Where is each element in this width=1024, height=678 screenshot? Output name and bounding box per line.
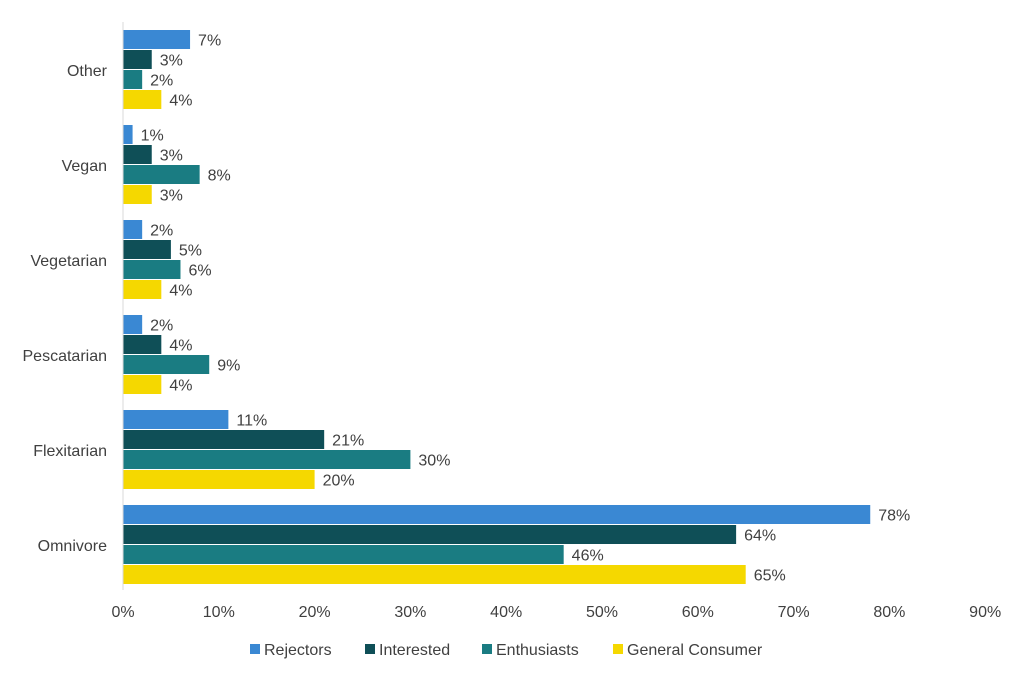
bar-vegan-interested (123, 145, 152, 164)
data-label: 21% (332, 433, 364, 450)
data-label: 7% (198, 33, 221, 50)
bars-layer (123, 30, 871, 584)
bar-flexitarian-rejectors (123, 410, 229, 429)
legend-label-rejectors: Rejectors (264, 642, 332, 659)
x-tick-label: 50% (586, 604, 618, 621)
category-label-vegan: Vegan (62, 158, 107, 175)
data-label: 11% (236, 413, 267, 430)
bar-omnivore-interested (123, 525, 737, 544)
category-labels-layer: Other Vegan Vegetarian Pescatarian Flexitari… (23, 63, 108, 555)
data-label: 78% (878, 508, 910, 525)
data-label: 64% (744, 528, 776, 545)
category-label-flexitarian: Flexitarian (33, 443, 107, 460)
category-label-other: Other (67, 63, 108, 80)
category-label-omnivore: Omnivore (38, 538, 107, 555)
x-tick-label: 0% (111, 604, 134, 621)
bar-vegetarian-interested (123, 240, 171, 259)
legend-label-enthusiasts: Enthusiasts (496, 642, 579, 659)
legend-swatch-enthusiasts (482, 644, 492, 654)
data-label: 2% (150, 223, 173, 240)
bar-vegetarian-rejectors (123, 220, 143, 239)
data-label: 4% (169, 378, 192, 395)
data-label: 20% (323, 473, 355, 490)
x-tick-label: 70% (778, 604, 810, 621)
legend-swatch-interested (365, 644, 375, 654)
category-label-pescatarian: Pescatarian (23, 348, 108, 365)
x-tick-label: 10% (203, 604, 235, 621)
bar-pescatarian-general-consumer (123, 375, 162, 394)
data-label: 3% (160, 148, 183, 165)
x-tick-label: 60% (682, 604, 714, 621)
data-label: 4% (169, 93, 192, 110)
x-tick-label: 30% (394, 604, 426, 621)
legend-swatch-rejectors (250, 644, 260, 654)
data-label: 9% (217, 358, 240, 375)
bar-other-enthusiasts (123, 70, 143, 89)
data-label: 4% (169, 338, 192, 355)
data-label: 2% (150, 318, 173, 335)
legend-label-general-consumer: General Consumer (627, 642, 763, 659)
bar-flexitarian-interested (123, 430, 325, 449)
category-label-vegetarian: Vegetarian (30, 253, 107, 270)
data-labels-layer: 7% 3% 2% 4% 1% 3% 8% 3% 2% 5% 6% 4% 2% 4% 9% 4% 11% 21% 30… (141, 33, 911, 585)
data-label: 30% (418, 453, 450, 470)
bar-vegan-rejectors (123, 125, 133, 144)
bar-vegetarian-enthusiasts (123, 260, 181, 279)
bar-pescatarian-enthusiasts (123, 355, 210, 374)
bar-pescatarian-interested (123, 335, 162, 354)
x-tick-label: 20% (299, 604, 331, 621)
data-label: 5% (179, 243, 202, 260)
bar-pescatarian-rejectors (123, 315, 143, 334)
bar-vegetarian-general-consumer (123, 280, 162, 299)
data-label: 3% (160, 53, 183, 70)
x-tick-label: 90% (969, 604, 1001, 621)
data-label: 46% (572, 548, 604, 565)
legend-label-interested: Interested (379, 642, 450, 659)
data-label: 2% (150, 73, 173, 90)
data-label: 4% (169, 283, 192, 300)
bar-flexitarian-general-consumer (123, 470, 315, 489)
x-tick-label: 40% (490, 604, 522, 621)
bar-flexitarian-enthusiasts (123, 450, 411, 469)
data-label: 3% (160, 188, 183, 205)
x-tick-label: 80% (873, 604, 905, 621)
bar-omnivore-general-consumer (123, 565, 746, 584)
x-axis-ticks: 0% 10% 20% 30% 40% 50% 60% 70% 80% 90% (111, 604, 1001, 621)
bar-vegan-enthusiasts (123, 165, 200, 184)
data-label: 65% (754, 568, 786, 585)
bar-vegan-general-consumer (123, 185, 152, 204)
legend-swatch-general-consumer (613, 644, 623, 654)
legend: Rejectors Interested Enthusiasts General Co… (250, 642, 763, 659)
bar-other-rejectors (123, 30, 191, 49)
data-label: 6% (188, 263, 211, 280)
bar-other-interested (123, 50, 152, 69)
bar-omnivore-enthusiasts (123, 545, 564, 564)
data-label: 8% (208, 168, 231, 185)
data-label: 1% (141, 128, 164, 145)
bar-other-general-consumer (123, 90, 162, 109)
bar-omnivore-rejectors (123, 505, 871, 524)
